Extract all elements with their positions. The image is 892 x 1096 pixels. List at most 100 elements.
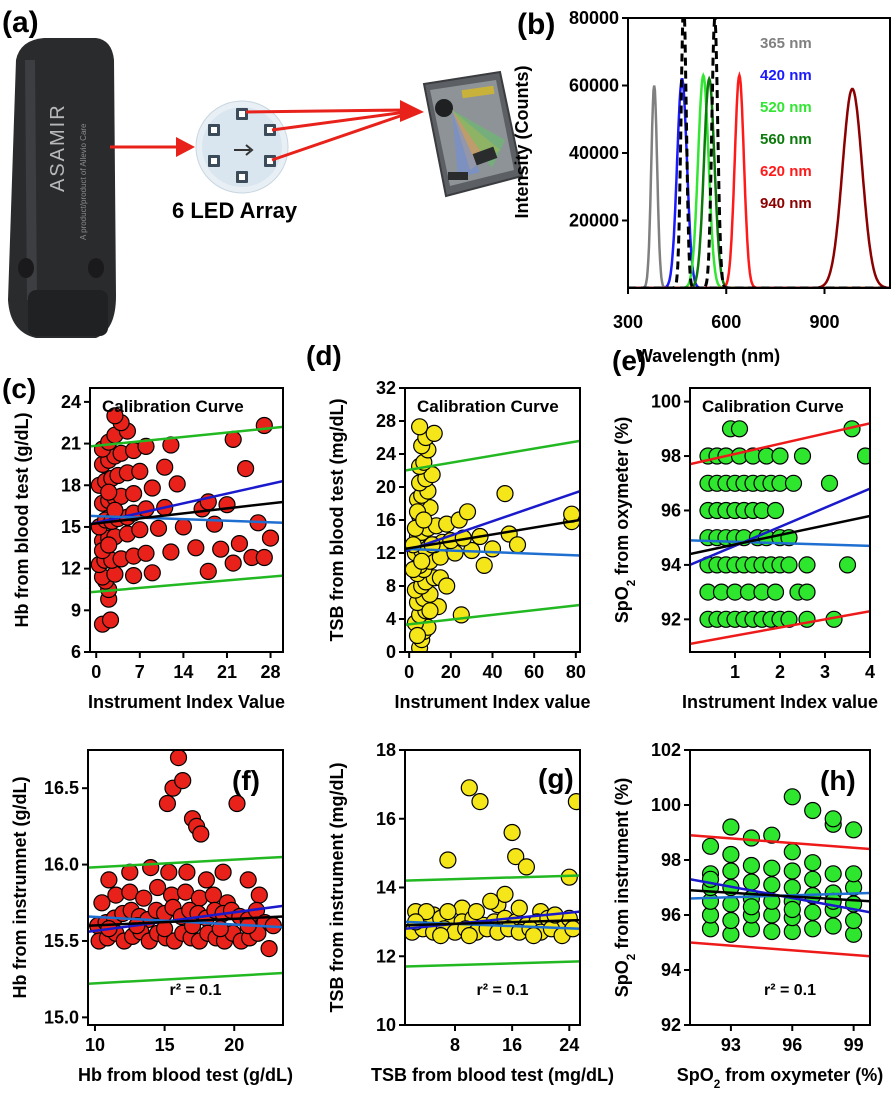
data-point [425, 424, 443, 442]
y-axis-label: TSB from blood test (mg/dL) [327, 399, 347, 642]
data-point [460, 779, 478, 797]
regression-fit-line [690, 889, 870, 903]
data-point [260, 939, 278, 958]
prediction-band-lower [690, 941, 870, 958]
y-tick-label: 4 [386, 609, 396, 629]
x-tick-label: 28 [261, 662, 281, 682]
y-tick-label: 24 [376, 444, 396, 464]
x-tick-label: 40 [482, 662, 502, 682]
spectrum-line-reference-2 [628, 18, 890, 288]
data-point [100, 871, 118, 889]
prediction-band-lower [405, 603, 580, 627]
y-tick-label: 6 [71, 642, 81, 662]
legend-label: 940 nm [760, 195, 812, 212]
regression-fit-line [90, 500, 283, 526]
y-tick-label: 24 [61, 392, 81, 412]
arrows-led-to-spectrometer [245, 108, 407, 162]
data-point [824, 917, 842, 935]
y-tick-label: 100 [651, 392, 681, 412]
data-point [411, 418, 429, 436]
data-point [93, 894, 111, 912]
data-point [496, 485, 514, 503]
data-point [793, 447, 812, 465]
spectrum-line-520-nm [628, 72, 890, 288]
x-tick-label: 10 [85, 1035, 105, 1055]
legend-label: 365 nm [760, 35, 812, 52]
confidence-band-lower [690, 539, 870, 548]
data-point [131, 462, 149, 480]
panel-d-tsb-calibration: Calibration Curve 0 20 40 60 80 0 4 8 12 16 20 24 28 3… [306, 340, 591, 712]
data-point [237, 460, 255, 478]
x-axis-label: Instrument Index Value [88, 692, 285, 712]
y-tick-label: 9 [71, 600, 81, 620]
prediction-band-lower [88, 971, 283, 985]
spectrum-line-560-nm [628, 75, 890, 288]
x-tick-label: 4 [865, 662, 875, 682]
plot-frame [89, 387, 284, 653]
data-point [415, 511, 433, 529]
data-point [137, 544, 155, 562]
data-point [439, 851, 457, 869]
panel-a-label: (a) [2, 6, 39, 39]
data-point [567, 793, 580, 811]
confidence-band-upper [405, 489, 580, 553]
data-point [838, 556, 857, 574]
y-axis-label: Hb from blood test (g/dL) [12, 413, 32, 628]
x-tick-label: 93 [721, 1035, 741, 1055]
data-point [508, 536, 527, 554]
x-tick-label: 7 [135, 662, 145, 682]
data-point [798, 610, 816, 628]
data-point [742, 856, 761, 875]
y-tick-label: 96 [661, 905, 681, 925]
device-brand-text: ASAMIR [47, 103, 69, 192]
data-point [438, 577, 456, 595]
prediction-band-lower [405, 960, 580, 968]
led-array-icon [195, 100, 289, 194]
data-point [106, 407, 124, 425]
data-point [507, 847, 525, 866]
data-point [804, 903, 822, 921]
data-point [475, 556, 493, 575]
plot-frame [627, 17, 891, 289]
panel-e-spo2-calibration: Calibration Curve 1 2 3 4 92 94 96 98 100 Instrume… [612, 345, 878, 712]
y-tick-label: 14 [376, 878, 396, 898]
plot-annotation: Calibration Curve [102, 397, 244, 416]
data-point [771, 447, 789, 465]
x-tick-label: 14 [173, 662, 193, 682]
confidence-band-lower [405, 920, 580, 930]
y-tick-label: 18 [376, 740, 396, 760]
x-tick-label: 15 [155, 1035, 175, 1055]
plot-annotation: r² = 0.1 [476, 982, 528, 999]
legend-label: 620 nm [760, 163, 812, 180]
x-tick-label: 16 [502, 1035, 522, 1055]
y-tick-label: 60000 [569, 76, 619, 96]
y-tick-label: 8 [386, 576, 396, 596]
data-point [722, 862, 740, 880]
x-axis-label: TSB from blood test (mg/dL) [371, 1065, 614, 1085]
data-point [169, 750, 188, 767]
prediction-band-upper [90, 425, 283, 448]
y-tick-label: 12 [61, 559, 81, 579]
y-tick-label: 94 [661, 960, 681, 980]
data-point [766, 501, 785, 520]
x-tick-label: 20 [441, 662, 461, 682]
device-subtext: A product/product of Allevio Care [79, 123, 88, 240]
data-point [149, 519, 168, 537]
data-point [763, 922, 781, 941]
data-point [804, 870, 822, 888]
data-point [510, 899, 528, 917]
data-point [100, 483, 118, 501]
y-tick-label: 80000 [569, 8, 619, 28]
data-point [230, 534, 248, 553]
data-point [413, 552, 431, 570]
data-point [135, 889, 153, 907]
plot-frame [689, 749, 871, 1026]
y-tick-label: 98 [661, 850, 681, 870]
panel-g-tsb-validation: r² = 0.1 8 16 24 10 12 14 16 18 TSB from blood te… [327, 740, 614, 1085]
data-point [452, 606, 470, 624]
x-tick-label: 21 [217, 662, 237, 682]
y-tick-label: 16 [376, 809, 396, 829]
y-tick-label: 92 [661, 609, 681, 629]
legend-label: 520 nm [760, 99, 812, 116]
legend-label: 560 nm [760, 131, 812, 148]
